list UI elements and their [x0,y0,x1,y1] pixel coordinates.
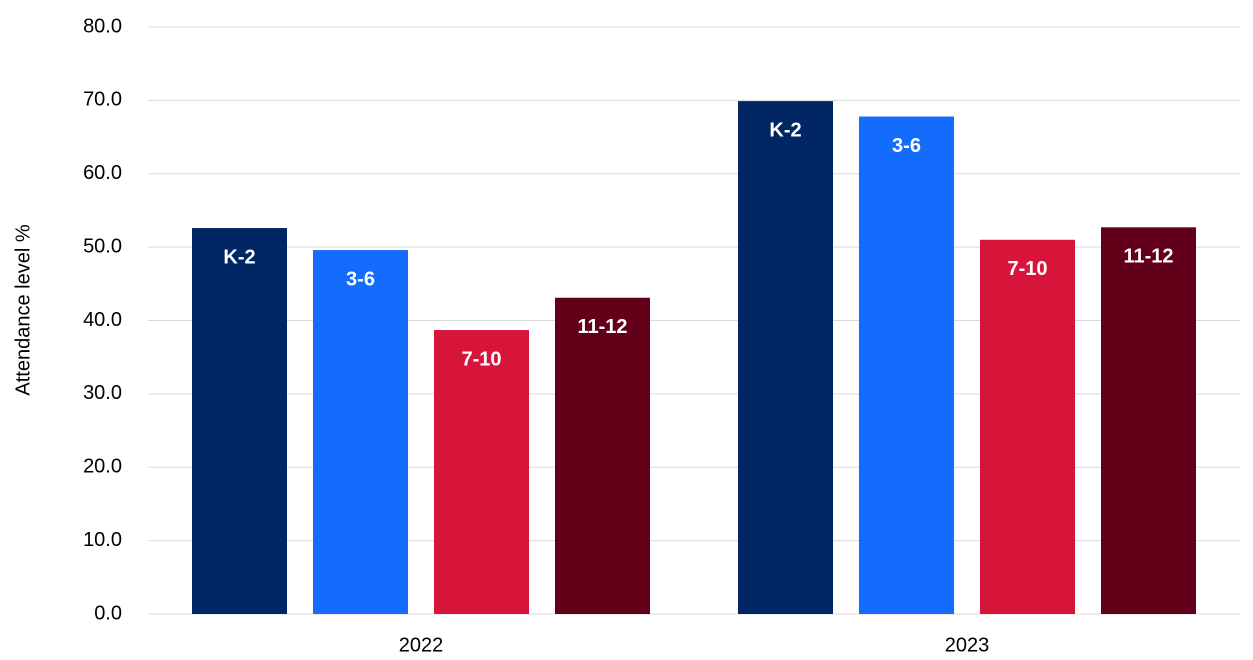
bar [980,239,1075,614]
bar-label: 3-6 [346,268,375,290]
bar-label: K-2 [769,119,801,141]
bar [1101,227,1196,614]
bar-label: 7-10 [461,348,501,370]
bar [738,101,833,614]
bar [859,116,954,614]
bar [434,330,529,614]
y-tick-label: 40.0 [83,309,122,331]
bar [192,228,287,615]
y-tick-label: 80.0 [83,15,122,37]
y-tick-label: 70.0 [83,89,122,111]
y-tick-label: 60.0 [83,162,122,184]
bar-label: K-2 [223,246,255,268]
bar-label: 11-12 [577,316,627,338]
bar-label: 7-10 [1007,258,1047,280]
y-axis-label: Attendance level % [12,224,34,395]
x-tick-label: 2022 [399,634,444,656]
bar [555,297,650,614]
y-tick-label: 0.0 [94,602,122,624]
y-tick-label: 20.0 [83,456,122,478]
y-tick-label: 10.0 [83,529,122,551]
y-tick-label: 30.0 [83,382,122,404]
bar [313,250,408,614]
x-tick-label: 2023 [945,634,990,656]
bar-label: 3-6 [892,135,921,157]
bar-label: 11-12 [1123,246,1173,268]
y-tick-label: 50.0 [83,235,122,257]
